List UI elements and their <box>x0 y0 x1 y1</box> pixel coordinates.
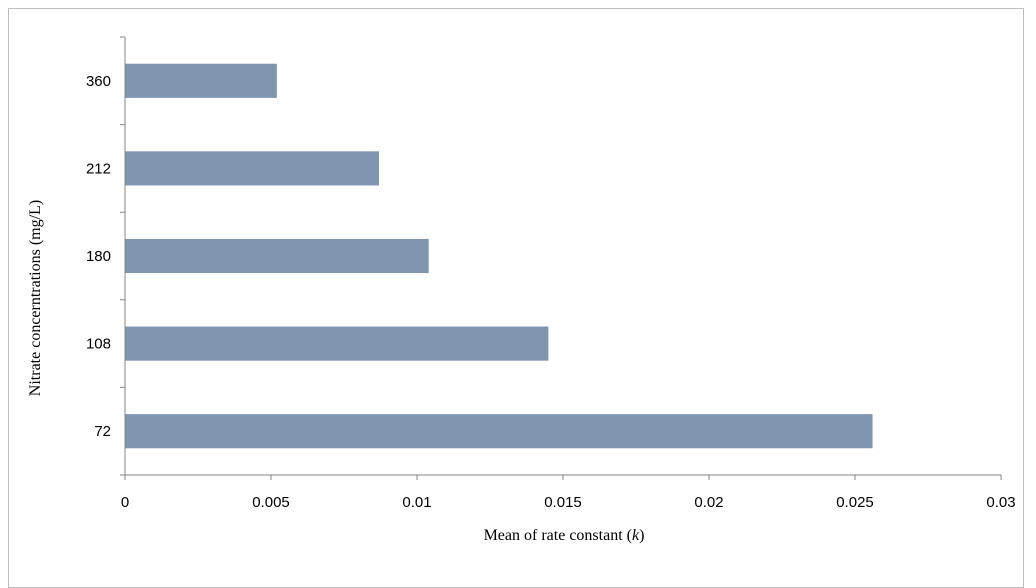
x-tick-label: 0.005 <box>252 494 290 511</box>
x-tick-label: 0.025 <box>836 494 874 511</box>
x-tick-labels: 0 0.005 0.01 0.015 0.02 0.025 0.03 <box>121 494 1016 511</box>
x-tick-label: 0.01 <box>402 494 431 511</box>
bar-212 <box>125 151 380 186</box>
bar-72 <box>125 414 873 449</box>
y-tick-label-180: 180 <box>86 248 111 265</box>
chart-frame <box>8 8 1024 588</box>
y-tick-label-108: 108 <box>86 336 111 353</box>
y-axis-title: Nitrate concerntrations (mg/L) <box>27 200 44 396</box>
y-tick-label-360: 360 <box>86 73 111 90</box>
bar-360 <box>125 63 277 98</box>
y-tick-label-212: 212 <box>86 160 111 177</box>
bar-chart: 0 0.005 0.01 0.015 0.02 0.025 0.03 72 108 180 212… <box>27 36 1016 544</box>
axes-group <box>120 36 1002 480</box>
x-tick-label: 0 <box>121 494 129 511</box>
x-tick-label: 0.02 <box>694 494 723 511</box>
bars-group <box>125 63 873 449</box>
bar-180 <box>125 238 429 274</box>
bar-108 <box>125 326 549 361</box>
y-tick-labels: 72 108 180 212 360 <box>86 73 111 440</box>
x-tick-label: 0.015 <box>544 494 582 511</box>
x-tick-label: 0.03 <box>986 494 1015 511</box>
x-axis-title: Mean of rate constant (k) <box>484 527 645 544</box>
y-tick-label-72: 72 <box>94 423 111 440</box>
